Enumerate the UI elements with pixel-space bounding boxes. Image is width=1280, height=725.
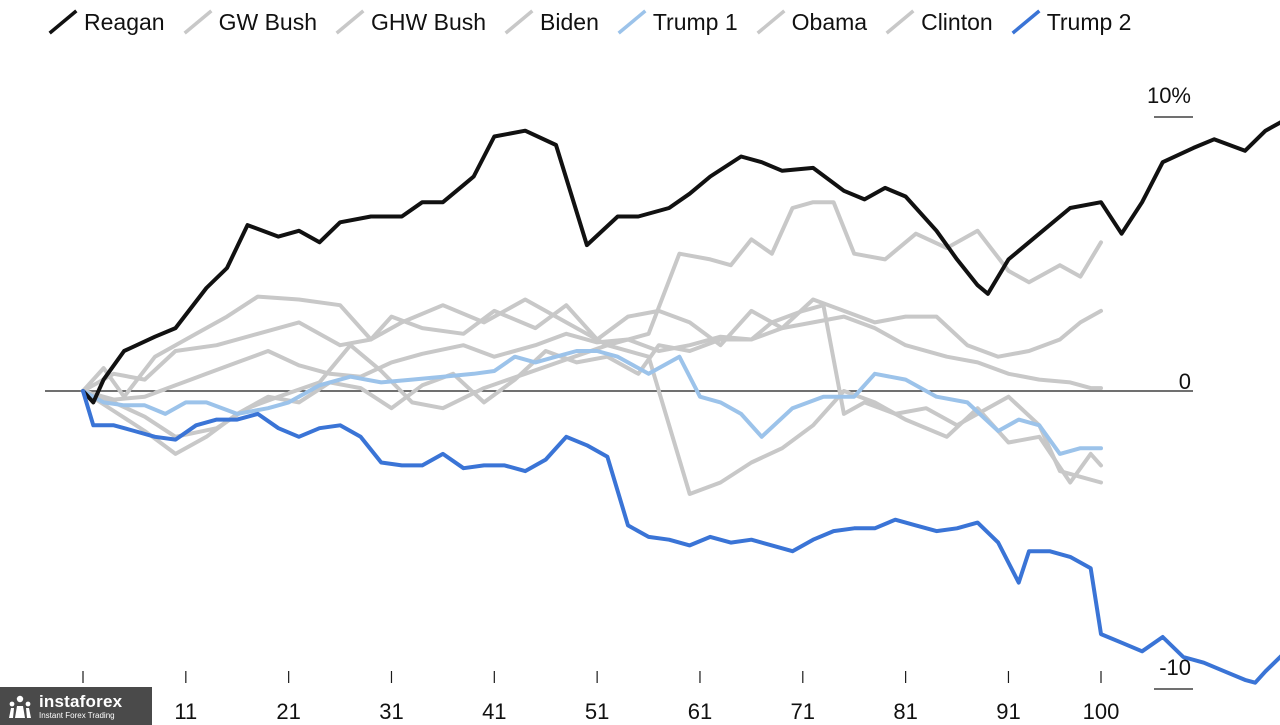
x-tick-label: 91 — [996, 699, 1020, 724]
legend-item: Biden — [504, 6, 599, 38]
series-line-obama — [81, 314, 1103, 402]
y-tick-label: 0 — [1179, 369, 1191, 394]
series-line-reagan — [81, 120, 1280, 405]
legend-item: Obama — [756, 6, 867, 38]
legend-label: Biden — [540, 8, 599, 35]
legend-swatch-line — [48, 9, 78, 35]
series-line-trump-1 — [81, 349, 1103, 456]
legend-label: GHW Bush — [371, 8, 487, 35]
legend-item: Reagan — [48, 6, 165, 38]
watermark-badge: instaforex Instant Forex Trading — [0, 687, 152, 725]
legend-swatch-line — [617, 9, 647, 35]
x-tick-label: 71 — [791, 699, 815, 724]
x-tick-label: 61 — [688, 699, 712, 724]
x-tick-label: 31 — [379, 699, 403, 724]
legend-label: Trump 2 — [1046, 8, 1132, 35]
legend-swatch-line — [335, 9, 365, 35]
y-tick-label: 10% — [1147, 83, 1191, 108]
watermark-brand: instaforex — [39, 691, 123, 711]
legend-swatch — [183, 9, 213, 35]
watermark-text: instaforex Instant Forex Trading — [39, 693, 122, 720]
series-line-gw-bush — [81, 294, 1103, 496]
instaforex-logo-icon — [9, 695, 31, 718]
series-line-biden — [81, 297, 1103, 393]
legend-swatch — [1011, 9, 1041, 35]
legend-swatch-line — [756, 9, 786, 35]
legend-swatch — [48, 9, 78, 35]
legend-swatch — [756, 9, 786, 35]
legend-label: Clinton — [921, 8, 993, 35]
legend-swatch — [335, 9, 365, 35]
legend-swatch-line — [885, 9, 915, 35]
legend-label: GW Bush — [218, 8, 317, 35]
x-tick-label: 51 — [585, 699, 609, 724]
legend-label: Obama — [791, 8, 868, 35]
legend-item: Trump 1 — [617, 6, 738, 38]
series-line-trump-2 — [81, 389, 1280, 685]
legend-swatch-line — [1011, 9, 1041, 35]
legend-swatch — [885, 9, 915, 35]
legend-label: Reagan — [84, 8, 165, 35]
x-tick-label: 21 — [276, 699, 300, 724]
legend-swatch-line — [183, 9, 213, 35]
x-tick-label: 11 — [174, 699, 197, 724]
x-tick-label: 41 — [482, 699, 506, 724]
legend-item: GW Bush — [183, 6, 317, 38]
legend-item: Clinton — [885, 6, 993, 38]
x-tick-label: 100 — [1083, 699, 1120, 724]
series-line-ghw-bush — [81, 200, 1103, 439]
series-line-clinton — [81, 303, 1103, 485]
legend-swatch — [504, 9, 534, 35]
legend-swatch-line — [504, 9, 534, 35]
legend-label: Trump 1 — [652, 8, 738, 35]
legend-item: Trump 2 — [1011, 6, 1132, 38]
legend-swatch — [617, 9, 647, 35]
legend-item: GHW Bush — [335, 6, 486, 38]
watermark-tagline: Instant Forex Trading — [39, 710, 115, 720]
chart-legend: Reagan GW Bush GHW Bush Biden Trump 1 Ob… — [48, 6, 1168, 41]
x-tick-label: 81 — [893, 699, 917, 724]
